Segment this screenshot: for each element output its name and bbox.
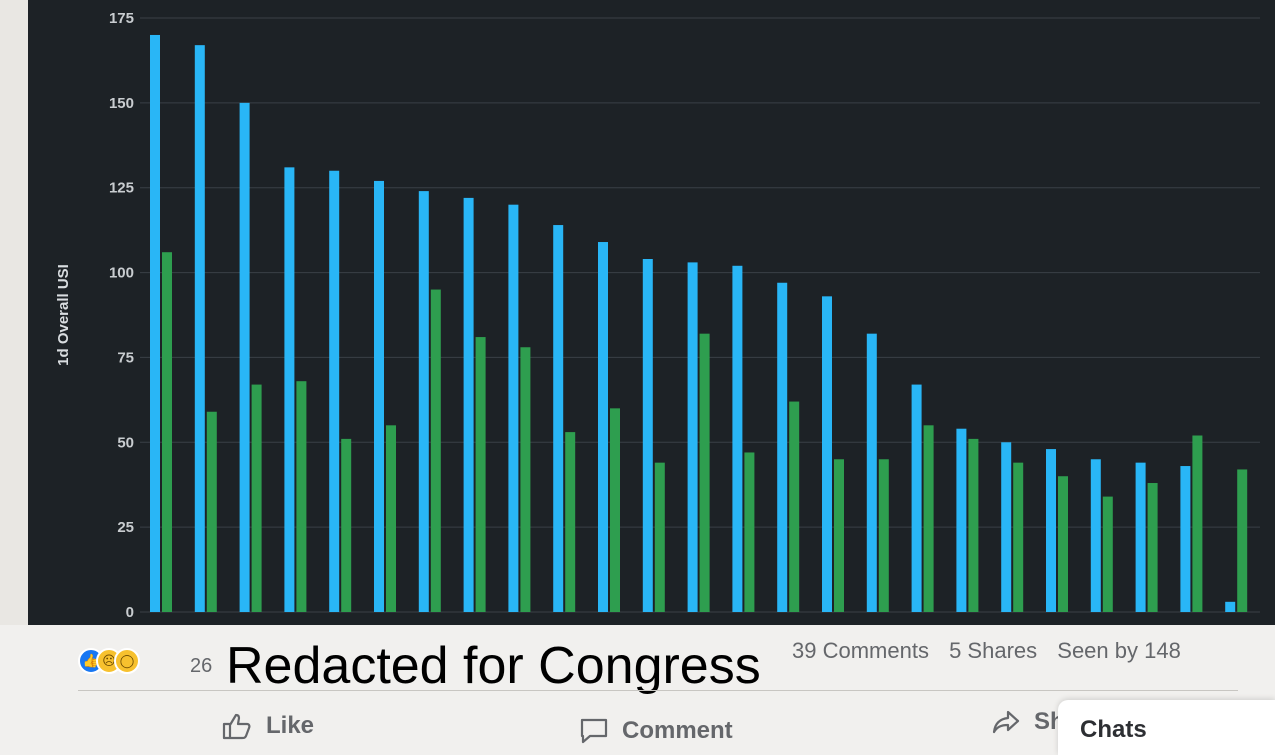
y-tick-label: 100 [109, 265, 134, 282]
y-tick-label: 150 [109, 95, 134, 112]
bar-series-1 [553, 225, 564, 612]
bar-series-2 [1237, 469, 1248, 612]
comment-button[interactable]: Comment [578, 716, 733, 746]
divider [78, 690, 1238, 691]
reactions-summary[interactable]: 👍 ☹ ◯ [78, 648, 140, 674]
bar-series-2 [386, 425, 396, 612]
y-tick-label: 175 [109, 10, 134, 27]
bar-series-1 [956, 428, 967, 612]
bar-series-1 [598, 242, 608, 612]
bar-series-2 [206, 411, 217, 612]
bar-series-2 [296, 381, 307, 612]
bar-series-2 [251, 384, 262, 612]
y-tick-label: 0 [126, 604, 134, 621]
bar-series-1 [822, 296, 832, 612]
bar-series-2 [1058, 476, 1068, 612]
bar-series-1 [687, 262, 698, 612]
bar-series-1 [194, 45, 205, 612]
bar-series-1 [418, 191, 429, 612]
bar-series-1 [1046, 449, 1056, 612]
thumbs-up-icon [222, 713, 251, 740]
reaction-count[interactable]: 26 [190, 655, 213, 677]
bar-series-2 [1013, 462, 1024, 612]
share-button[interactable]: Sh [990, 708, 1065, 736]
comments-count[interactable]: 39 Comments [792, 638, 929, 663]
bar-series-2 [162, 252, 172, 612]
y-tick-label: 75 [117, 349, 134, 366]
comment-bubble-icon [580, 718, 608, 744]
y-axis-title: 1d Overall USI [55, 264, 72, 366]
bar-series-1 [284, 167, 295, 612]
comment-label: Comment [622, 717, 733, 744]
bar-series-2 [744, 452, 755, 612]
bar-series-2 [610, 408, 620, 612]
bar-series-2 [565, 432, 576, 612]
shares-count[interactable]: 5 Shares [949, 638, 1038, 663]
bar-series-1 [911, 384, 922, 612]
bar-series-1 [1090, 459, 1101, 612]
bar-series-2 [878, 459, 889, 612]
like-label: Like [266, 712, 315, 739]
chart-panel: 0 25 50 75 100 125 150 175 1d Overall USI [28, 0, 1275, 625]
bar-series-2 [1192, 435, 1203, 612]
bar-series-2 [341, 438, 352, 612]
bar-series-2 [699, 333, 710, 612]
bar-series-1 [866, 333, 877, 612]
bar-series-1 [1001, 442, 1012, 612]
bar-series-1 [1225, 601, 1236, 612]
bar-series-1 [329, 170, 340, 612]
bar-series-2 [789, 401, 800, 612]
y-tick-label: 25 [117, 519, 134, 536]
bar-series-1 [150, 34, 160, 612]
bar-series-1 [1180, 466, 1191, 612]
like-button[interactable]: Like [222, 712, 314, 740]
share-arrow-icon [992, 710, 1020, 734]
bar-series-2 [475, 337, 486, 612]
post-stats: 39 Comments 5 Shares Seen by 148 [792, 638, 1195, 664]
chats-label: Chats [1080, 716, 1147, 743]
bar-series-2 [430, 289, 441, 612]
bar-series-2 [520, 347, 531, 612]
bar-series-1 [239, 102, 250, 612]
y-tick-label: 125 [109, 180, 134, 197]
bar-series-2 [1147, 483, 1158, 612]
wow-reaction-icon: ◯ [114, 648, 140, 674]
bar-series-2 [834, 459, 844, 612]
bar-series-1 [732, 265, 743, 612]
y-tick-label: 50 [117, 434, 134, 451]
bar-series-2 [1102, 496, 1113, 612]
bar-series-1 [463, 197, 474, 612]
redaction-overlay-text: Redacted for Congress [226, 637, 761, 695]
bar-series-2 [923, 425, 934, 612]
chats-tab[interactable]: Chats [1058, 700, 1275, 755]
bar-series-1 [642, 258, 653, 612]
bar-series-2 [654, 462, 665, 612]
bar-series-1 [1135, 462, 1146, 612]
seen-by-count[interactable]: Seen by 148 [1057, 638, 1181, 663]
bar-series-1 [374, 180, 384, 612]
bar-series-1 [777, 282, 788, 612]
bar-series-2 [968, 438, 979, 612]
bar-chart: 0 25 50 75 100 125 150 175 1d Overall USI [55, 10, 1260, 621]
bar-series-1 [508, 204, 519, 612]
